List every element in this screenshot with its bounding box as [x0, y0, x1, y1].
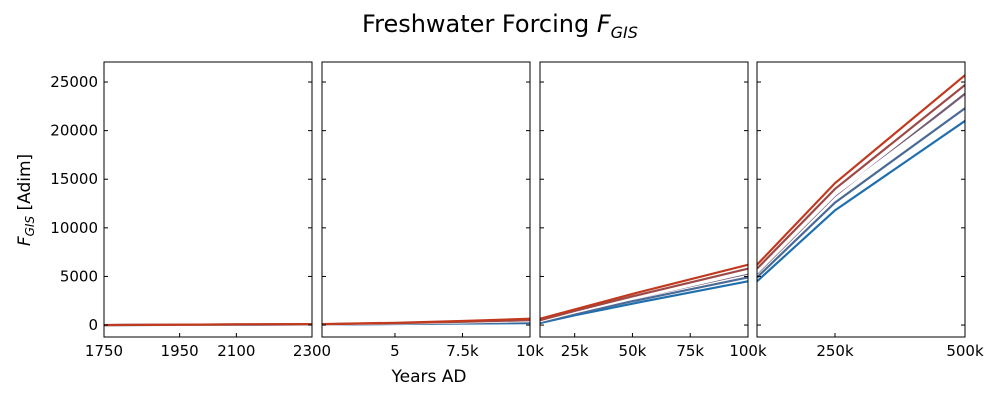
y-tick-label: 25000: [50, 73, 98, 91]
y-axis-label: FGIS [Adim]: [15, 154, 37, 246]
y-tick-label: 20000: [50, 122, 98, 140]
title-symbol: F: [597, 10, 612, 38]
title-text: Freshwater Forcing: [362, 10, 597, 38]
data-line: [540, 276, 748, 324]
x-tick-label: 5: [390, 342, 400, 360]
plot-area: [757, 74, 965, 283]
x-axis-label: Years AD: [391, 367, 467, 387]
plot-area: [540, 263, 748, 325]
data-line: [757, 74, 965, 266]
axes-frame: [321, 61, 531, 338]
axes-frame: [103, 61, 313, 338]
x-tick-label: 1750: [85, 342, 123, 360]
axes-frame: [539, 61, 749, 338]
data-line: [540, 267, 748, 322]
figure-title: Freshwater Forcing FGIS: [362, 10, 638, 42]
x-tick-label: 100k: [729, 342, 767, 360]
data-line: [757, 107, 965, 279]
data-line: [757, 96, 965, 274]
x-tick-label: 50k: [619, 342, 647, 360]
data-line: [540, 280, 748, 325]
plot-area: [322, 317, 530, 326]
plot-area: [104, 322, 312, 327]
data-line: [757, 120, 965, 283]
y-label-text: [Adim]: [15, 154, 35, 216]
y-tick-label: 10000: [50, 219, 98, 237]
x-tick-label: 7.5k: [446, 342, 479, 360]
x-tick-label: 500k: [946, 342, 984, 360]
x-tick-label: 2300: [293, 342, 331, 360]
axes-frame: [756, 61, 966, 338]
x-tick-label: 1950: [161, 342, 199, 360]
y-tick-label: 15000: [50, 170, 98, 188]
data-line: [540, 263, 748, 320]
x-tick-label: 2100: [217, 342, 255, 360]
x-tick-label: 75k: [676, 342, 704, 360]
data-line: [104, 322, 312, 327]
x-tick-label: 25k: [561, 342, 589, 360]
x-tick-label: 250k: [816, 342, 854, 360]
y-tick-label: 5000: [60, 267, 98, 285]
y-label-subscript: GIS: [23, 216, 37, 237]
title-subscript: GIS: [611, 23, 638, 42]
x-tick-label: 10k: [516, 342, 544, 360]
data-line: [322, 317, 530, 326]
y-tick-label: 0: [88, 316, 98, 334]
y-label-symbol: F: [15, 236, 35, 246]
data-line: [540, 271, 748, 323]
data-line: [757, 84, 965, 270]
